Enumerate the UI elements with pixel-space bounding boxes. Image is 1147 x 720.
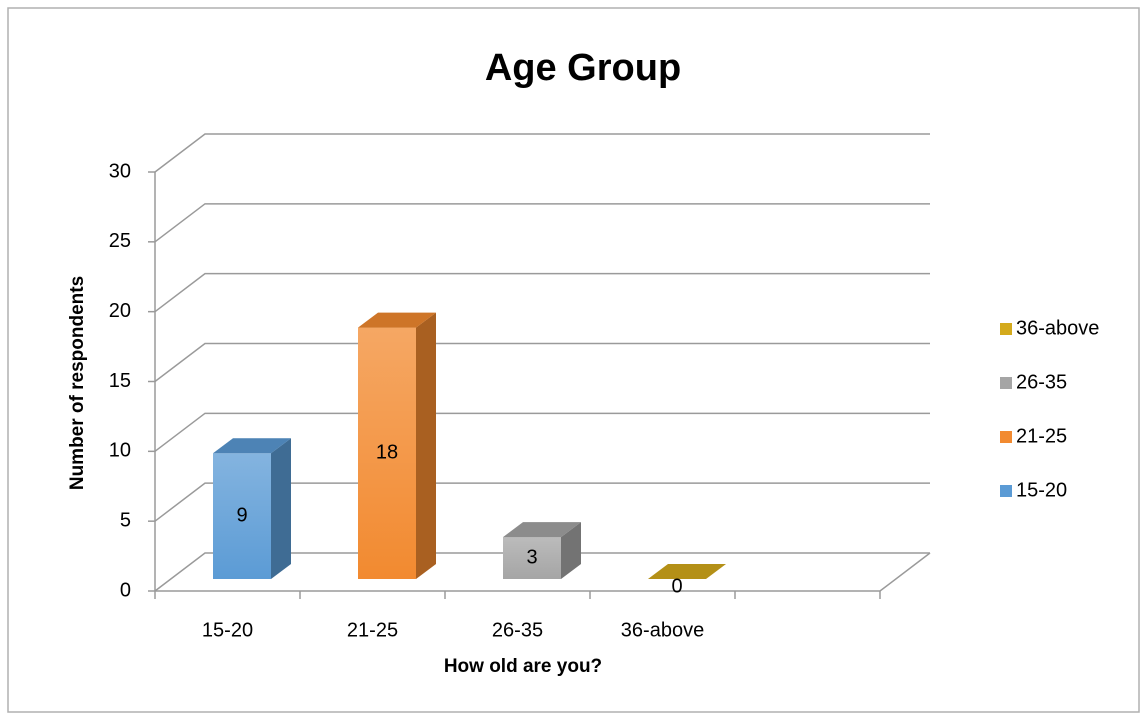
x-tick-label: 15-20	[202, 619, 253, 641]
grid-line	[154, 482, 930, 522]
y-tick-label: 0	[120, 579, 131, 601]
legend-swatch	[1000, 323, 1012, 335]
bar-side-shade	[271, 438, 291, 579]
legend-swatch	[1000, 377, 1012, 389]
bar-top	[503, 522, 581, 538]
y-tick-label: 25	[109, 230, 131, 252]
x-axis-title: How old are you?	[444, 656, 602, 677]
grid-line	[154, 133, 930, 173]
bar-top-shade	[503, 522, 581, 538]
x-tick-label: 26-35	[492, 619, 543, 641]
data-label: 18	[376, 442, 398, 464]
x-tick-label: 21-25	[347, 619, 398, 641]
grid-line	[154, 412, 930, 452]
data-label: 0	[671, 575, 682, 597]
grid-line	[154, 203, 930, 243]
y-tick-label: 5	[120, 509, 131, 531]
legend-swatch	[1000, 485, 1012, 497]
chart-border	[7, 7, 1140, 713]
legend-swatch	[1000, 431, 1012, 443]
y-axis-title: Number of respondents	[67, 276, 88, 490]
bar-top-shade	[358, 312, 436, 328]
grid-line	[154, 272, 930, 313]
bar-side	[271, 438, 291, 579]
bar-top	[213, 438, 291, 454]
y-tick-label: 15	[109, 370, 131, 392]
bar-side	[561, 522, 581, 579]
bar-front-shade	[213, 453, 271, 579]
bar-front-shade	[503, 537, 561, 579]
y-tick-label: 20	[109, 300, 131, 322]
data-label: 9	[236, 504, 247, 526]
bar-top-shade	[648, 564, 726, 579]
bar-side-shade	[561, 522, 581, 579]
x-tick-label: 36-above	[621, 619, 704, 641]
chart-title: Age Group	[485, 47, 681, 89]
y-tick-label: 10	[109, 440, 131, 462]
grid-line	[154, 342, 930, 383]
legend-label: 26-35	[1016, 371, 1067, 393]
data-label: 3	[526, 546, 537, 568]
bar-top-shade	[213, 438, 291, 454]
legend-label: 21-25	[1016, 425, 1067, 447]
bar-top	[358, 312, 436, 328]
grid-line	[154, 552, 930, 592]
y-tick-label: 30	[109, 160, 131, 182]
bar-front-shade	[358, 327, 416, 579]
legend-label: 36-above	[1016, 317, 1099, 339]
bar-side	[416, 312, 436, 579]
legend-label: 15-20	[1016, 479, 1067, 501]
bar-top	[648, 564, 726, 579]
bar-side-shade	[416, 312, 436, 579]
